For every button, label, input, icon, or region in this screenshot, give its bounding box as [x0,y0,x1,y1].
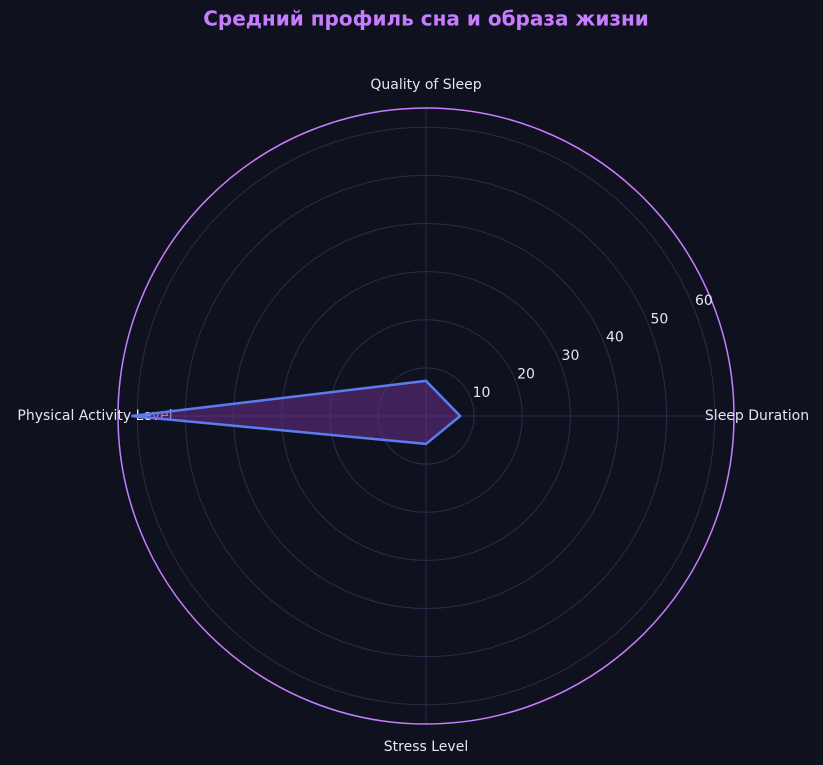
axis-label: Stress Level [384,739,468,755]
r-tick-label: 40 [606,330,624,346]
r-tick-label: 50 [650,311,668,327]
axis-label: Sleep Duration [705,408,809,424]
r-tick-label: 30 [562,348,580,364]
axis-label: Physical Activity Level [17,408,172,424]
chart-title: Средний профиль сна и образа жизни [203,7,649,31]
r-tick-label: 20 [517,367,535,383]
axis-label: Quality of Sleep [370,77,481,93]
outer-ring [117,107,735,725]
radar-area [131,379,463,446]
r-tick-label: 60 [695,293,713,309]
r-tick-label: 10 [473,385,491,401]
